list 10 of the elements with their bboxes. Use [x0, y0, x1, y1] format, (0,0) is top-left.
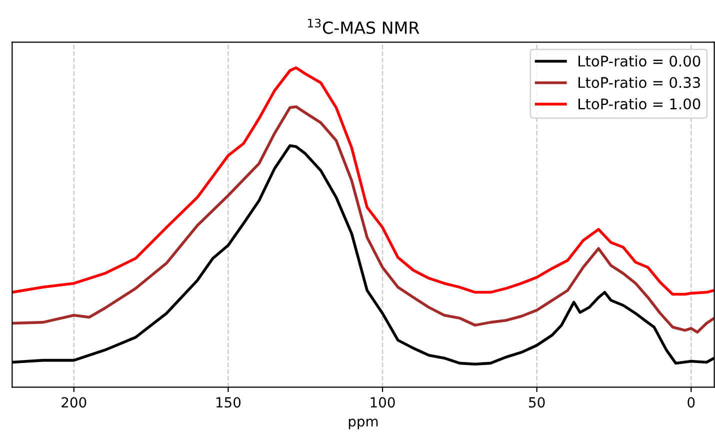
- legend-label: LtoP-ratio = 1.00: [578, 98, 700, 110]
- legend-label: LtoP-ratio = 0.00: [578, 55, 700, 67]
- x-tick-label: 150: [216, 397, 241, 408]
- x-tick-label: 200: [62, 397, 86, 408]
- x-tick-label: 100: [370, 397, 395, 408]
- x-axis-title: ppm: [348, 418, 378, 430]
- chart-title: $^{13}$C-MAS NMR: [308, 18, 420, 34]
- legend-label: LtoP-ratio = 0.33: [578, 76, 700, 88]
- x-tick-label: 50: [529, 397, 545, 408]
- x-tick-label: 0: [688, 397, 695, 408]
